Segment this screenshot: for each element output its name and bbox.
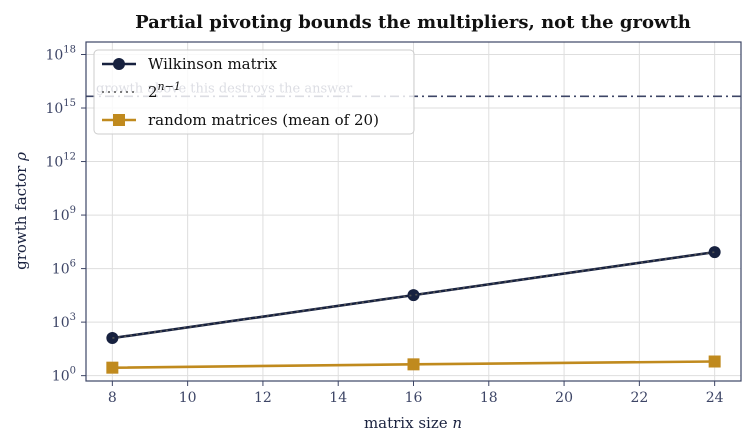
x-tick-label: 16	[405, 390, 423, 406]
data-point	[708, 246, 721, 259]
series-group	[106, 246, 721, 374]
y-tick-label: 1012	[45, 152, 76, 171]
y-axis-label: growth factor ρ	[12, 152, 30, 270]
legend: Wilkinson matrix 2n−1 random matrices (mea…	[93, 49, 415, 135]
data-point	[106, 332, 119, 345]
data-point	[407, 358, 420, 371]
grid	[86, 42, 741, 381]
chart-title: Partial pivoting bounds the multipliers,…	[135, 12, 691, 33]
data-point	[407, 289, 420, 302]
x-tick-label: 12	[254, 390, 272, 406]
y-tick-label: 100	[52, 366, 76, 385]
data-point	[708, 355, 721, 368]
x-tick-label: 18	[480, 390, 498, 406]
ticks: 8 10 12 14 16 18 20 22 2410010310610910121015101…	[45, 44, 723, 406]
y-tick-label: 1015	[45, 98, 76, 117]
legend-marker	[113, 58, 125, 70]
y-tick-label: 103	[52, 312, 76, 331]
x-tick-label: 14	[329, 390, 347, 406]
x-axis-label: matrix size n	[364, 414, 462, 432]
x-tick-label: 24	[706, 390, 724, 406]
x-tick-label: 22	[630, 390, 648, 406]
y-tick-label: 109	[52, 205, 76, 224]
legend-label: Wilkinson matrix	[148, 55, 278, 73]
data-point	[106, 361, 119, 374]
y-tick-label: 106	[52, 259, 76, 278]
legend-marker	[113, 114, 125, 126]
legend-box	[93, 49, 415, 135]
legend-label: random matrices (mean of 20)	[148, 111, 379, 129]
legend-label: 2n−1	[148, 80, 181, 101]
x-tick-label: 20	[555, 390, 573, 406]
x-tick-label: 8	[108, 390, 117, 406]
x-tick-label: 10	[179, 390, 197, 406]
y-tick-label: 1018	[45, 44, 76, 63]
